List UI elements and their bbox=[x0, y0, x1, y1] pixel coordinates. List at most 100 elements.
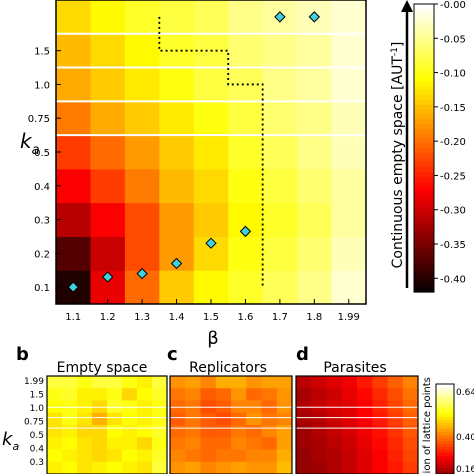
colorbar-a-tick-label: -0.15 bbox=[440, 103, 466, 114]
heatmap-cell bbox=[357, 376, 373, 389]
heatmap-cell bbox=[159, 270, 195, 305]
heatmap-cell bbox=[311, 461, 327, 474]
colorbar-a-swatch bbox=[414, 196, 434, 202]
heatmap-cell bbox=[47, 376, 63, 389]
colorbar-a-swatch bbox=[414, 186, 434, 192]
heatmap-cell bbox=[77, 425, 93, 438]
colorbar-a-swatch bbox=[414, 277, 434, 283]
colorbar-a-swatch bbox=[414, 4, 434, 10]
colorbar-a-swatch bbox=[414, 287, 434, 293]
heatmap-cell bbox=[311, 376, 327, 389]
heatmap-cell bbox=[107, 376, 123, 389]
panel-b-heatmap: 1.99 1.5 1.0 0.75 0.5 0.4 0.3 bbox=[24, 375, 168, 474]
heatmap-cell bbox=[331, 135, 367, 170]
heatmap-cell bbox=[231, 449, 247, 463]
heatmap-cell bbox=[90, 33, 126, 69]
heatmap-cell bbox=[56, 67, 91, 102]
panel-d-heatmap bbox=[295, 375, 419, 474]
heatmap-cell bbox=[311, 412, 327, 426]
heatmap-cell bbox=[402, 412, 419, 426]
heatmap-cell bbox=[193, 202, 229, 237]
heatmap-cell bbox=[228, 236, 264, 271]
panel-d-letter: d bbox=[296, 344, 309, 365]
heatmap-cell bbox=[387, 376, 404, 389]
y-tick-label: 1.5 bbox=[34, 47, 50, 58]
heatmap-cell bbox=[159, 135, 195, 170]
heatmap-cell bbox=[297, 236, 333, 271]
colorbar-a-tick-label: -0.40 bbox=[440, 274, 466, 285]
heatmap-cell bbox=[246, 425, 262, 438]
heatmap-cell bbox=[341, 376, 358, 389]
heatmap-cell bbox=[215, 412, 232, 426]
heatmap-cell bbox=[311, 449, 327, 463]
heatmap-cell bbox=[92, 388, 108, 401]
optimal-point bbox=[274, 11, 286, 23]
y-tick-label: 0.1 bbox=[34, 283, 50, 294]
heatmap-cell bbox=[62, 376, 78, 389]
heatmap-cell bbox=[152, 388, 168, 401]
heatmap-cell bbox=[297, 101, 333, 136]
colorbar-a-swatch bbox=[414, 157, 434, 163]
colorbar-d-swatch bbox=[436, 462, 454, 466]
heatmap-cell bbox=[326, 388, 343, 401]
heatmap-cell bbox=[357, 461, 373, 474]
colorbar-a-tick-label: -0.10 bbox=[440, 69, 466, 80]
colorbar-a-swatch bbox=[414, 13, 434, 19]
heatmap-cell bbox=[372, 425, 388, 438]
colorbar-d-swatch bbox=[436, 438, 454, 442]
heatmap-cell bbox=[193, 67, 229, 102]
panel-c-heatmap bbox=[169, 375, 293, 474]
colorbar-d-swatch bbox=[436, 414, 454, 418]
heatmap-cell bbox=[296, 412, 312, 426]
colorbar-d-swatch bbox=[436, 417, 454, 421]
colorbar-a-swatch bbox=[414, 100, 434, 106]
heatmap-cell bbox=[92, 376, 108, 389]
panel-b-letter: b bbox=[16, 344, 29, 365]
heatmap-cell bbox=[137, 388, 153, 401]
heatmap-cell bbox=[326, 425, 343, 438]
heatmap-cell bbox=[331, 270, 367, 305]
colorbar-a-tick-label: -0.20 bbox=[440, 137, 466, 148]
heatmap-cell bbox=[200, 449, 217, 463]
heatmap-cell bbox=[124, 168, 160, 204]
heatmap-cell bbox=[296, 425, 312, 438]
heatmap-cell bbox=[185, 376, 201, 389]
heatmap-cell bbox=[341, 425, 358, 438]
heatmap-cell bbox=[124, 101, 160, 136]
heatmap-cell bbox=[47, 412, 63, 426]
colorbar-d-swatch bbox=[436, 390, 454, 394]
colorbar-a-swatch bbox=[414, 191, 434, 197]
colorbar-d-frame bbox=[435, 383, 455, 474]
panel-b-y-tick-label: 1.5 bbox=[30, 391, 44, 401]
heatmap-cell bbox=[402, 388, 419, 401]
colorbar-a-swatch bbox=[414, 90, 434, 96]
heatmap-cell bbox=[311, 425, 327, 438]
heatmap-cell bbox=[47, 388, 63, 401]
colorbar-a-swatch bbox=[414, 66, 434, 72]
colorbar-a-swatch bbox=[414, 239, 434, 245]
x-tick-label: 1.3 bbox=[134, 312, 150, 323]
heatmap-cell bbox=[261, 461, 278, 474]
heatmap-cell bbox=[107, 437, 123, 450]
colorbar-a-swatch bbox=[414, 119, 434, 125]
heatmap-cell bbox=[387, 437, 404, 450]
colorbar-a-swatch bbox=[414, 133, 434, 139]
heatmap-cell bbox=[296, 376, 312, 389]
heatmap-cell bbox=[62, 449, 78, 463]
colorbar-d-tick-label: 0.640 bbox=[456, 388, 474, 398]
heatmap-cell bbox=[262, 202, 298, 237]
colorbar-a-swatch bbox=[414, 162, 434, 168]
colorbar-d-swatch bbox=[436, 459, 454, 463]
heatmap-cell bbox=[137, 412, 153, 426]
colorbar-a-swatch bbox=[414, 76, 434, 82]
heatmap-cell bbox=[152, 376, 168, 389]
colorbar-d-swatch bbox=[436, 411, 454, 415]
heatmap-cell bbox=[122, 376, 138, 389]
heatmap-cell bbox=[170, 412, 186, 426]
heatmap-cell bbox=[62, 412, 78, 426]
heatmap-cell bbox=[170, 425, 186, 438]
heatmap-cell bbox=[56, 236, 91, 271]
heatmap-cell bbox=[47, 449, 63, 463]
heatmap-cell bbox=[90, 202, 126, 237]
colorbar-a-swatch bbox=[414, 167, 434, 173]
